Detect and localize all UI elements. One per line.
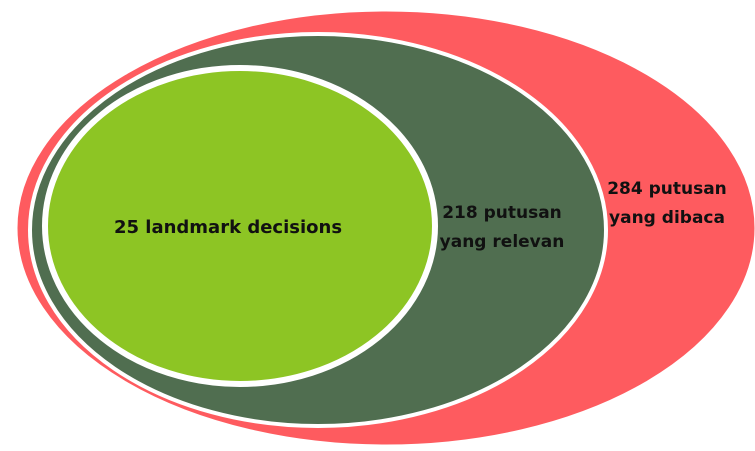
middle-label: 218 putusan <box>442 203 562 223</box>
middle-label: yang relevan <box>440 232 565 252</box>
inner-label: 25 landmark decisions <box>114 217 342 238</box>
inner-region <box>42 65 438 387</box>
outer-label: 284 putusan <box>607 179 727 199</box>
outer-label: yang dibaca <box>609 208 725 228</box>
